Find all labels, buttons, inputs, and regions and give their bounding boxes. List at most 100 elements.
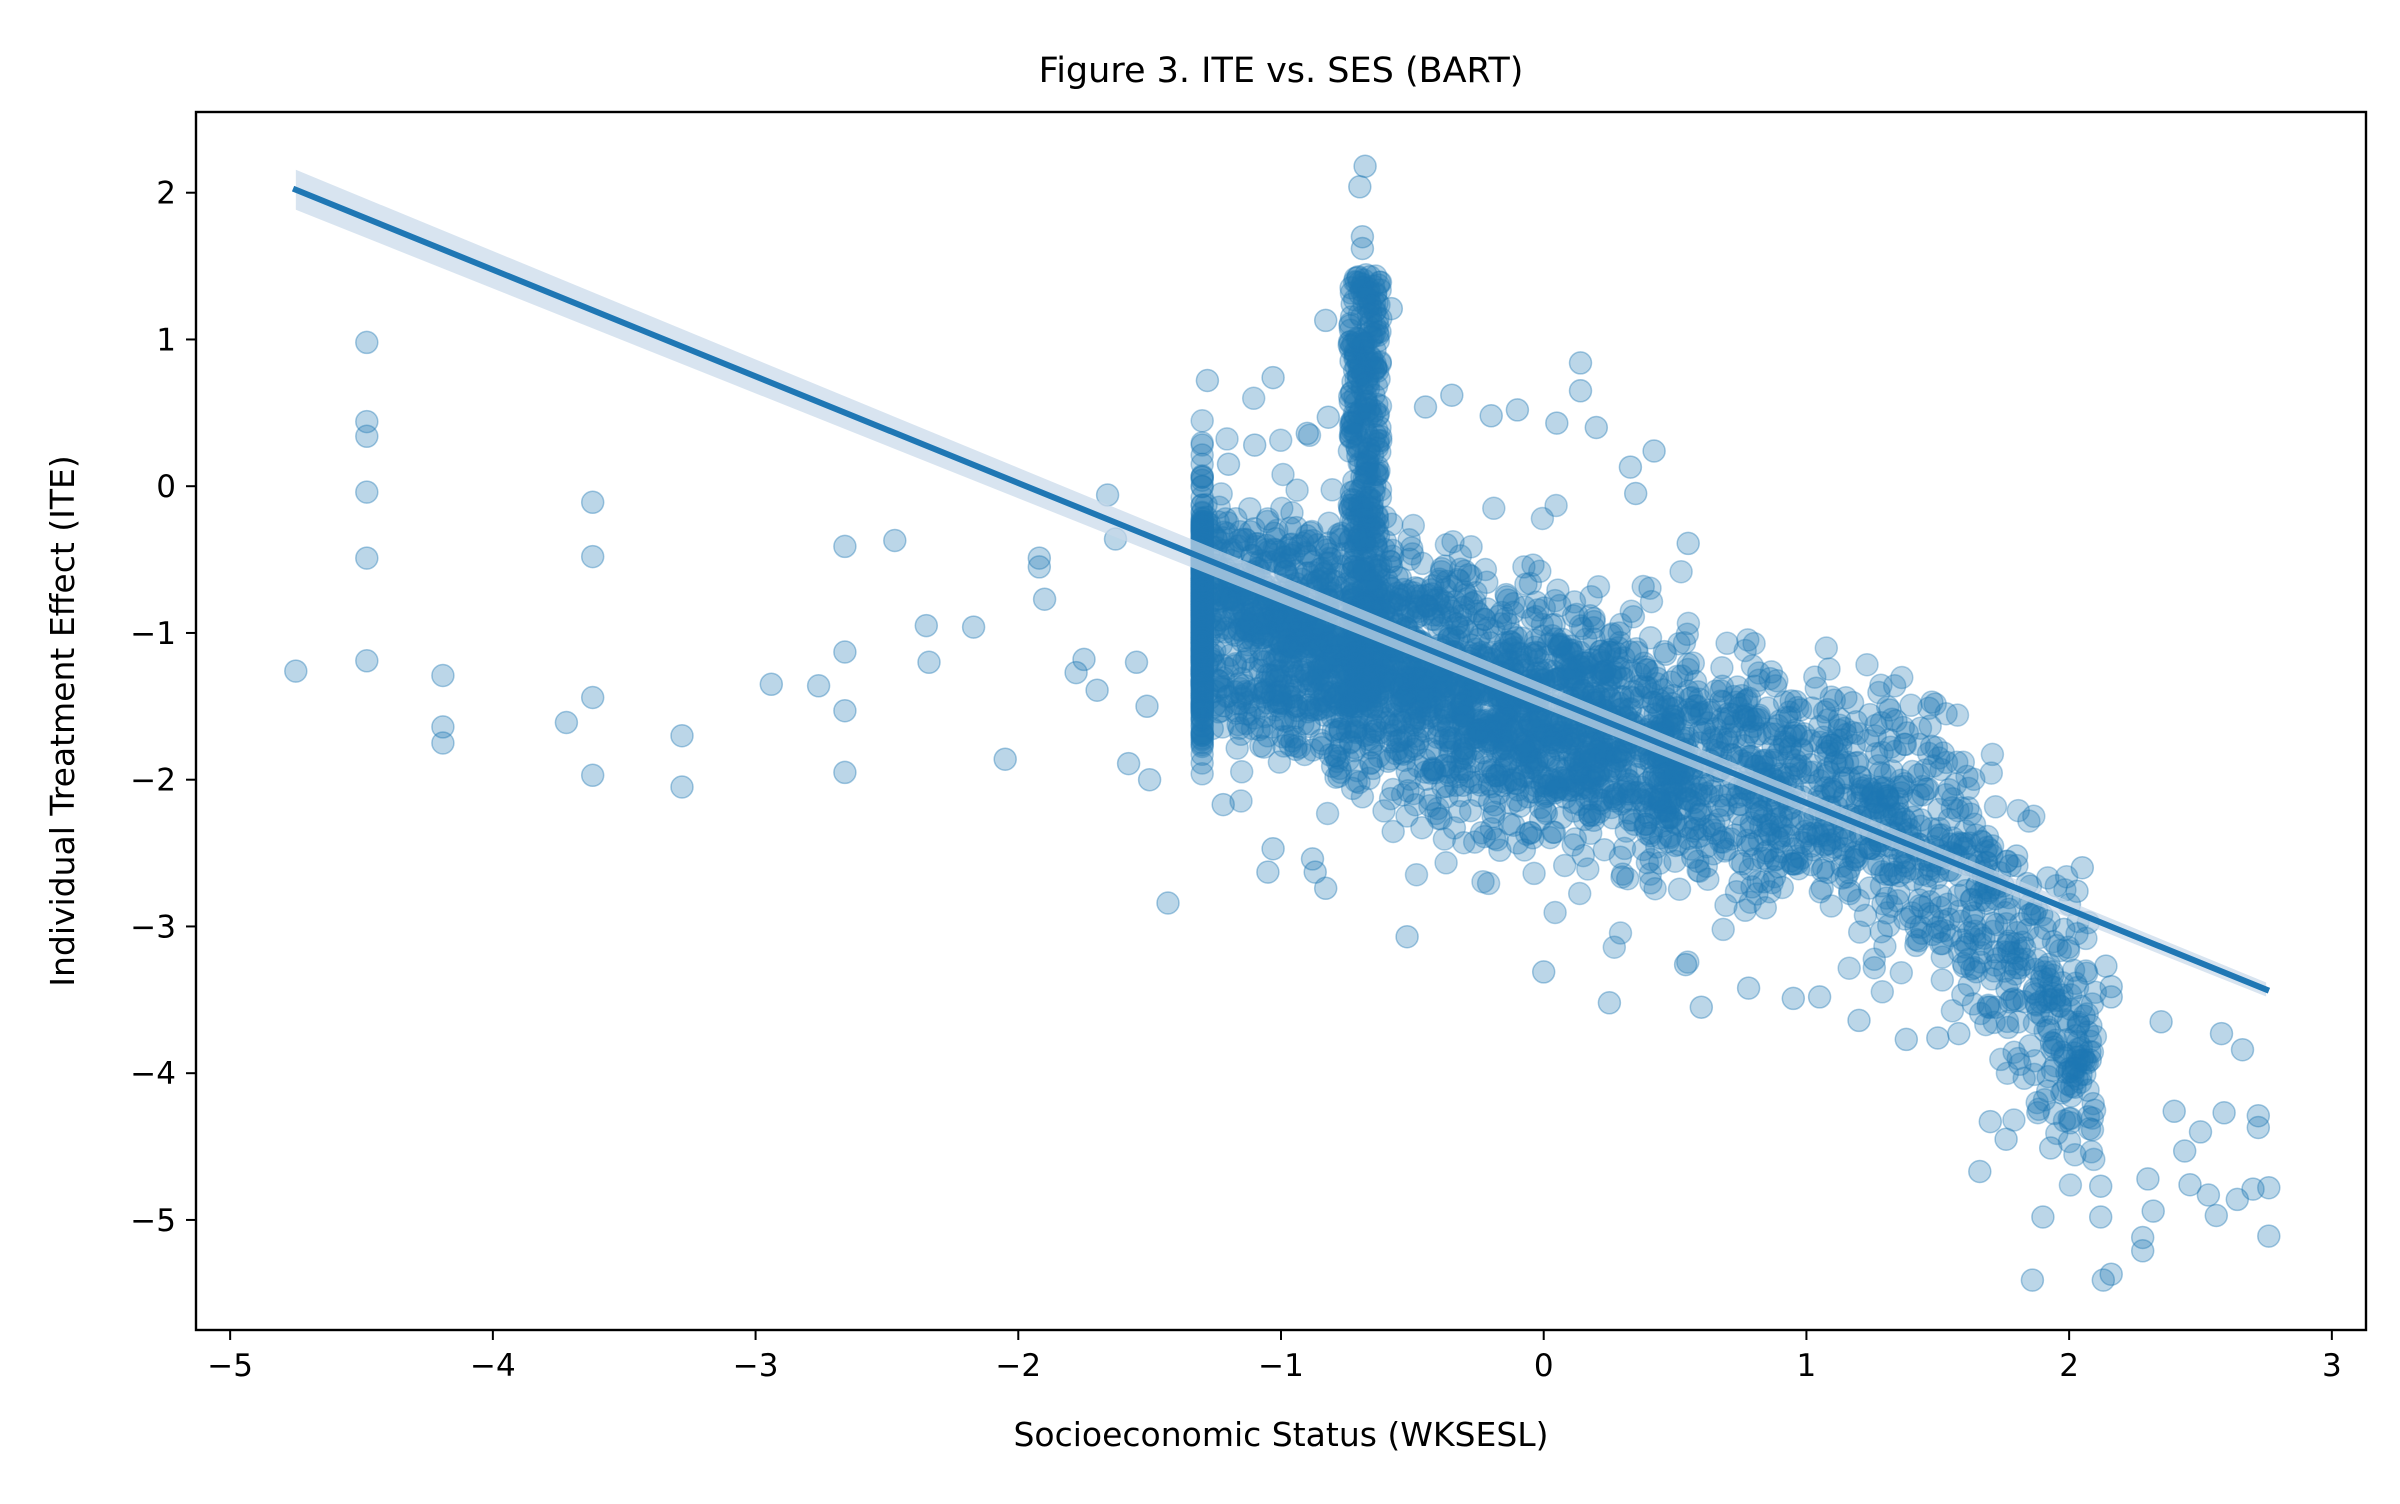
cloud-point [1359, 325, 1383, 349]
cloud-point [1363, 423, 1388, 447]
cloud-point [1355, 656, 1379, 681]
cloud-point [1190, 648, 1214, 672]
scatter-point [1413, 395, 1438, 419]
cloud-point [1339, 636, 1363, 660]
cloud-point [1365, 683, 1390, 708]
cloud-point [1909, 915, 1933, 939]
scatter-point [833, 640, 857, 664]
cloud-point [1482, 496, 1506, 521]
cloud-point [1339, 305, 1364, 329]
scatter-point [1156, 891, 1180, 915]
cloud-point [1369, 428, 1393, 453]
cloud-point [1341, 497, 1365, 521]
cloud-point [1366, 323, 1390, 347]
cloud-point [1354, 651, 1378, 675]
cloud-point [1365, 359, 1390, 383]
cloud-point [1522, 861, 1546, 886]
cloud-point [1342, 570, 1367, 595]
cloud-point [1338, 311, 1363, 336]
cloud-point [1667, 877, 1692, 901]
cloud-point [1358, 344, 1382, 368]
cloud-point [1352, 644, 1376, 668]
cloud-point [1937, 778, 1961, 802]
cloud-point [1338, 318, 1363, 342]
cloud-point [1283, 639, 1307, 664]
scatter-point [2031, 1205, 2055, 1229]
cloud-point [1349, 329, 1374, 354]
cloud-point [1358, 395, 1382, 420]
scatter-point [431, 731, 455, 755]
cloud-point [1947, 899, 1971, 924]
cloud-point [1363, 338, 1387, 362]
cloud-point [1340, 640, 1364, 665]
cloud-point [1347, 270, 1371, 295]
scatter-point [1673, 952, 1698, 977]
cloud-point [1340, 560, 1365, 585]
cloud-point [1808, 714, 1832, 739]
cloud-point [1811, 856, 1836, 880]
cloud-point [1635, 850, 1660, 875]
cloud-point [1356, 314, 1381, 339]
y-tick-label: −3 [130, 909, 176, 945]
cloud-point [1366, 428, 1391, 453]
cloud-point [1368, 415, 1392, 440]
cloud-point [1361, 756, 1385, 781]
cloud-point [1364, 355, 1388, 380]
cloud-point [1350, 495, 1375, 520]
cloud-point [1368, 586, 1393, 611]
cloud-point [2076, 1078, 2100, 1103]
y-tick-label: −1 [130, 616, 176, 652]
cloud-point [1356, 656, 1380, 681]
cloud-point [1450, 615, 1475, 639]
scatter-point [2172, 1139, 2197, 1163]
cloud-point [1371, 669, 1396, 694]
cloud-point [1338, 679, 1363, 703]
cloud-point [1263, 549, 1288, 574]
cloud-point [1352, 291, 1376, 316]
cloud-point [1368, 350, 1393, 374]
cloud-point [1485, 828, 1509, 852]
cloud-point [1345, 672, 1369, 696]
cloud-point [1262, 648, 1287, 672]
cloud-point [1321, 644, 1346, 669]
cloud-point [1705, 733, 1730, 757]
cloud-point [1350, 373, 1375, 398]
cloud-point [1197, 625, 1221, 650]
cloud-point [1350, 500, 1374, 525]
cloud-point [1619, 599, 1644, 624]
cloud-point [1220, 605, 1245, 629]
scatter-point [1736, 976, 1761, 1000]
cloud-point [1343, 520, 1367, 544]
scatter-point [1642, 439, 1666, 463]
cloud-point [1340, 411, 1364, 436]
cloud-point [1451, 773, 1475, 798]
cloud-point [2068, 1070, 2093, 1094]
cloud-point [1351, 578, 1376, 602]
scatter-point [2246, 1115, 2271, 1140]
cloud-point [1190, 474, 1214, 499]
cloud-point [1340, 333, 1364, 358]
cloud-point [2006, 1010, 2030, 1034]
cloud-point [2004, 988, 2029, 1013]
cloud-point [1837, 956, 1861, 980]
cloud-point [1355, 660, 1380, 684]
cloud-point [1451, 712, 1475, 736]
cloud-point [1621, 679, 1646, 704]
x-tick-label: 0 [1534, 1348, 1554, 1384]
scatter-point [1216, 452, 1241, 476]
cloud-point [1338, 688, 1363, 712]
cloud-point [1360, 579, 1384, 603]
cloud-point [1777, 762, 1801, 786]
y-tick-label: 1 [156, 322, 176, 358]
cloud-point [1237, 702, 1262, 726]
cloud-point [1520, 755, 1545, 780]
cloud-point [1524, 604, 1548, 629]
scatter-point [554, 710, 579, 735]
y-tick-label: 2 [156, 176, 176, 212]
cloud-point [1269, 551, 1293, 575]
cloud-point [1311, 623, 1335, 647]
cloud-point [1276, 724, 1300, 749]
cloud-point [1366, 645, 1390, 669]
cloud-point [1254, 533, 1279, 558]
scatter-point [1348, 175, 1372, 199]
